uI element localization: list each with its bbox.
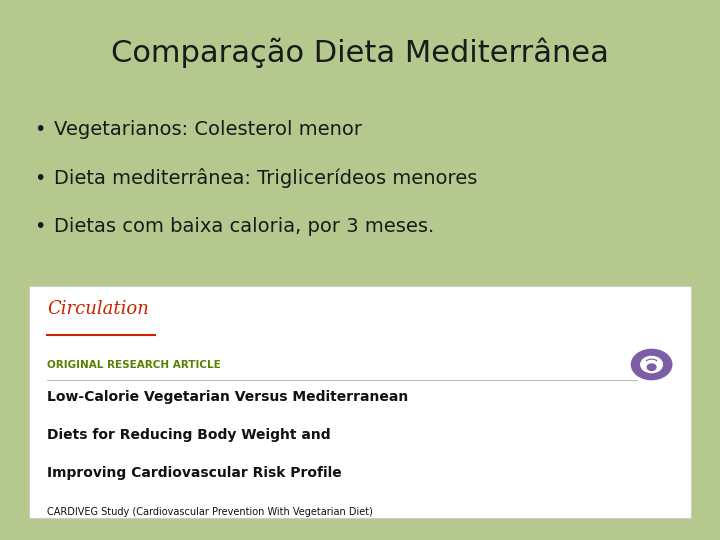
Text: CARDIVEG Study (Cardiovascular Prevention With Vegetarian Diet): CARDIVEG Study (Cardiovascular Preventio… — [47, 507, 373, 517]
Circle shape — [641, 356, 662, 373]
Circle shape — [631, 349, 672, 380]
Text: Dieta mediterrânea: Triglicerídeos menores: Dieta mediterrânea: Triglicerídeos menor… — [54, 168, 477, 188]
Text: Low-Calorie Vegetarian Versus Mediterranean: Low-Calorie Vegetarian Versus Mediterran… — [47, 390, 408, 404]
Text: Vegetarianos: Colesterol menor: Vegetarianos: Colesterol menor — [54, 120, 362, 139]
FancyBboxPatch shape — [29, 286, 691, 518]
Text: Circulation: Circulation — [47, 300, 148, 318]
Text: •: • — [34, 217, 45, 237]
Text: Comparação Dieta Mediterrânea: Comparação Dieta Mediterrânea — [111, 38, 609, 68]
Text: •: • — [34, 168, 45, 188]
Text: ORIGINAL RESEARCH ARTICLE: ORIGINAL RESEARCH ARTICLE — [47, 360, 220, 369]
Text: Improving Cardiovascular Risk Profile: Improving Cardiovascular Risk Profile — [47, 466, 341, 480]
Text: •: • — [34, 120, 45, 139]
Text: Diets for Reducing Body Weight and: Diets for Reducing Body Weight and — [47, 428, 330, 442]
Text: Dietas com baixa caloria, por 3 meses.: Dietas com baixa caloria, por 3 meses. — [54, 217, 434, 237]
Circle shape — [647, 364, 656, 370]
